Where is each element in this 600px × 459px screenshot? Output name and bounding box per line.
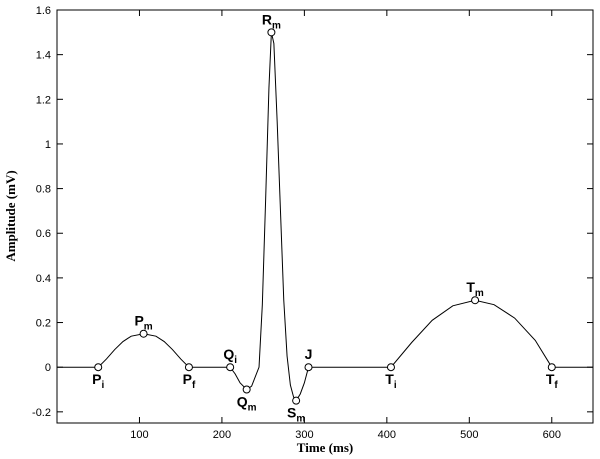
marker-qi <box>226 363 235 372</box>
x-tick-label: 500 <box>460 429 478 441</box>
y-tick-label: 0.6 <box>36 228 51 240</box>
y-tick-label: 1.2 <box>36 94 51 106</box>
y-axis-title: Amplitude (mV) <box>3 170 18 261</box>
marker-label-qm: Qm <box>237 394 257 414</box>
marker-tm <box>471 296 480 305</box>
y-tick-label: 1.6 <box>36 5 51 17</box>
y-tick-label: 0.8 <box>36 184 51 196</box>
x-tick-label: 600 <box>543 429 561 441</box>
y-tick-label: 1 <box>45 139 51 151</box>
marker-tf <box>547 363 556 372</box>
x-tick-label: 300 <box>295 429 313 441</box>
marker-label-sm: Sm <box>287 405 305 425</box>
point-markers: Pi Pm Pf Qi Qm Rm Sm J Ti Tm Tf <box>92 11 558 424</box>
marker-pi <box>94 363 103 372</box>
x-axis-ticks: 100 200 300 400 500 600 <box>130 10 561 441</box>
x-tick-label: 100 <box>130 429 148 441</box>
marker-label-ti: Ti <box>385 371 397 391</box>
marker-label-pi: Pi <box>92 371 104 391</box>
y-tick-label: -0.2 <box>32 407 51 419</box>
ecg-series-line <box>57 32 593 402</box>
marker-pm <box>139 329 148 338</box>
marker-label-j: J <box>305 346 313 362</box>
y-tick-label: 1.4 <box>36 50 51 62</box>
y-axis-ticks: -0.2 0 0.2 0.4 0.6 0.8 1 1.2 1.4 1.6 <box>32 5 593 419</box>
marker-j <box>304 363 313 372</box>
x-axis-title: Time (ms) <box>297 440 353 455</box>
marker-label-tm: Tm <box>466 279 484 299</box>
marker-pf <box>184 363 193 372</box>
marker-label-pf: Pf <box>183 371 196 391</box>
y-tick-label: 0.2 <box>36 318 51 330</box>
y-tick-label: 0 <box>45 362 51 374</box>
marker-qm <box>242 385 251 394</box>
marker-ti <box>386 363 395 372</box>
x-tick-label: 200 <box>213 429 231 441</box>
y-tick-label: 0.4 <box>36 273 51 285</box>
marker-label-pm: Pm <box>134 313 152 333</box>
marker-rm <box>267 28 276 37</box>
plot-frame <box>56 9 594 424</box>
marker-label-qi: Qi <box>223 346 237 366</box>
marker-sm <box>292 396 301 405</box>
marker-label-rm: Rm <box>262 11 281 31</box>
x-tick-label: 400 <box>378 429 396 441</box>
marker-label-tf: Tf <box>546 371 559 391</box>
